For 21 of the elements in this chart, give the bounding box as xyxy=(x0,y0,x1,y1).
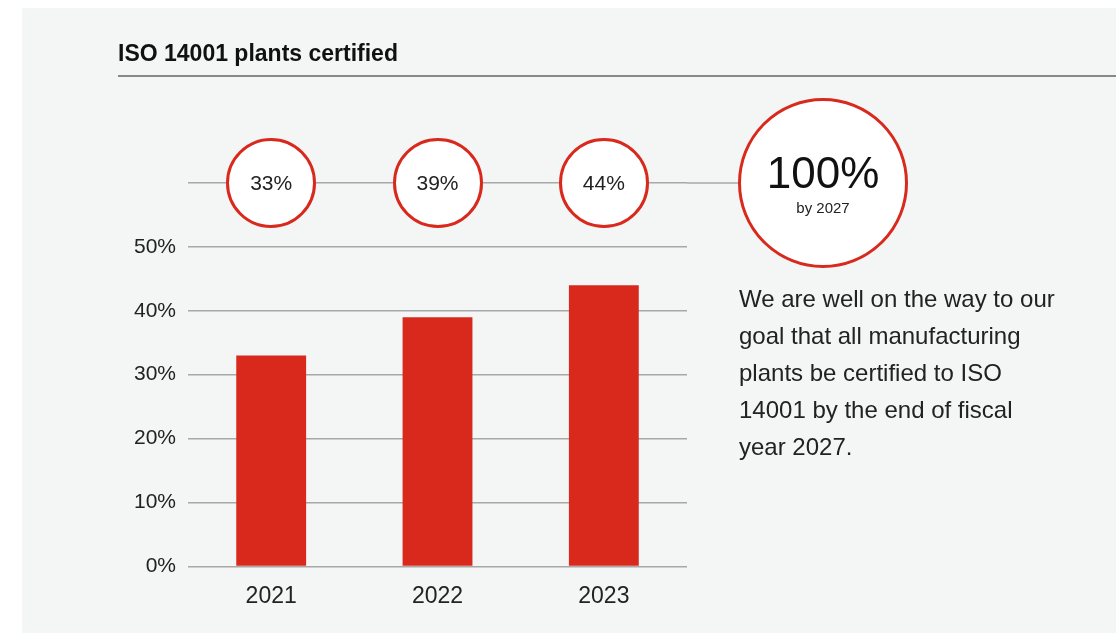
y-tick-label: 40% xyxy=(134,297,177,321)
y-tick-label: 50% xyxy=(134,233,177,257)
bar xyxy=(236,355,307,566)
bar xyxy=(402,317,473,566)
goal-ring: 100% by 2027 xyxy=(738,98,908,268)
y-tick-label: 0% xyxy=(145,553,177,577)
text: We are well on the way to our goal that all manufacturing plants be certified to ISO 14001 by the end of fiscal year 2027. xyxy=(739,284,1056,462)
ring-badge: 44% xyxy=(558,138,649,228)
x-tick-label: 2023 xyxy=(578,581,630,608)
chart-title: ISO 14001 plants certified xyxy=(118,40,398,67)
annotation: 44% xyxy=(582,171,625,195)
y-tick-label: 10% xyxy=(134,489,177,513)
y-tick-label: 20% xyxy=(134,425,177,449)
annotation: 39% xyxy=(416,171,459,195)
x-tick-label: 2022 xyxy=(411,581,464,608)
ring-badge: 39% xyxy=(392,138,483,228)
y-tick-label: 30% xyxy=(134,361,177,385)
ring-badge: 33% xyxy=(226,138,317,228)
bar xyxy=(568,285,639,566)
x-tick-label: 2021 xyxy=(245,581,297,608)
annotation: 33% xyxy=(250,171,293,195)
